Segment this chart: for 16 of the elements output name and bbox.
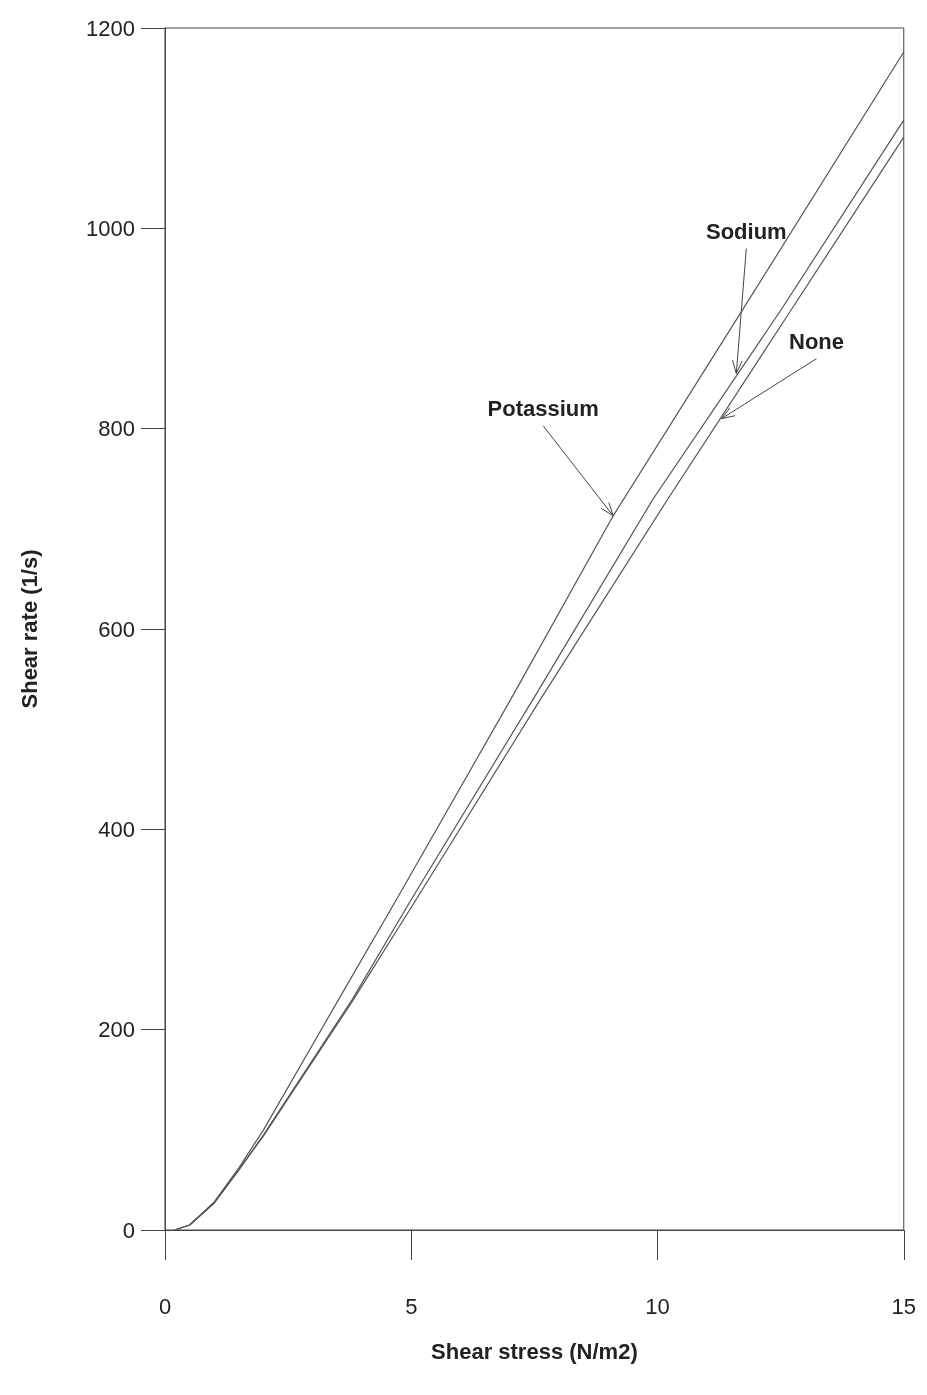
y-tick-label: 1200 [86, 15, 135, 41]
annotation: Potassium [487, 396, 599, 422]
x-axis-title: Shear stress (N/m2) [431, 1338, 638, 1364]
annotation: Sodium [705, 219, 787, 245]
x-tick-label: 0 [158, 1293, 172, 1319]
y-tick-label: 1000 [86, 215, 135, 241]
x-tick-label: 15 [891, 1293, 917, 1319]
y-tick-label: 600 [98, 616, 135, 642]
annotation: None [789, 329, 845, 355]
y-tick-label: 0 [122, 1217, 135, 1243]
x-tick-label: 5 [405, 1293, 418, 1319]
y-tick-label: 400 [98, 816, 135, 842]
y-tick-label: 200 [98, 1017, 135, 1043]
y-tick-label: 800 [98, 416, 135, 442]
y-axis-title: Shear rate (1/s) [16, 549, 42, 709]
x-tick-label: 10 [645, 1293, 670, 1319]
